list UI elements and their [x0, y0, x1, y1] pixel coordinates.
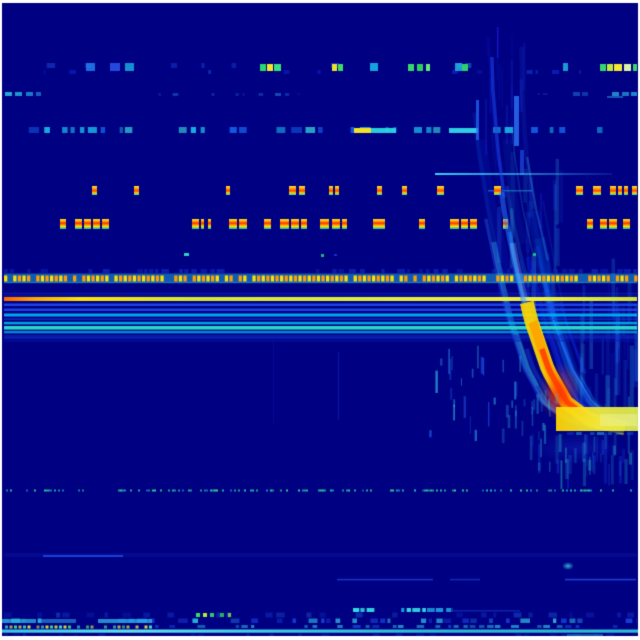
spectrogram-figure [0, 0, 640, 640]
spectrogram-canvas [0, 0, 640, 640]
